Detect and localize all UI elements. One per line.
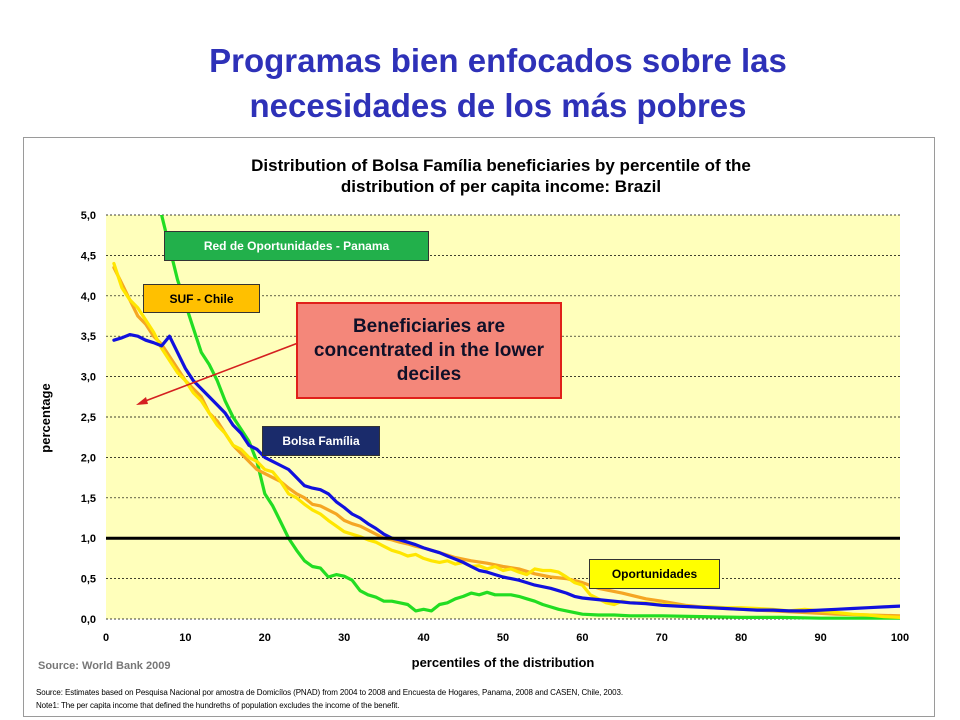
callout-text: Beneficiaries are concentrated in the lo… [313, 315, 545, 385]
callout-box: Beneficiaries are concentrated in the lo… [296, 302, 562, 399]
x-tick-label: 0 [103, 632, 109, 644]
x-tick-label: 20 [259, 632, 271, 644]
slide-title-line2: necesidades de los más pobres [249, 87, 747, 124]
y-axis-ticks: 0,0 0,5 1,0 1,5 2,0 2,5 3,0 3,5 4,0 4,5 5,0 [81, 210, 96, 626]
y-tick-label: 2,0 [81, 452, 96, 464]
x-tick-label: 10 [179, 632, 191, 644]
source-note: Source: Estimates based on Pesquisa Naci… [36, 688, 623, 697]
y-tick-label: 2,5 [81, 412, 96, 424]
x-tick-label: 90 [814, 632, 826, 644]
chart-title-line2: distribution of per capita income: Brazi… [340, 177, 662, 196]
series-line-suf-chile [112, 265, 900, 618]
x-tick-label: 100 [891, 632, 909, 644]
callout-arrowhead [136, 397, 148, 405]
y-tick-label: 3,5 [81, 331, 96, 343]
y-tick-label: 3,0 [81, 372, 96, 384]
y-tick-label: 0,5 [81, 574, 96, 586]
series-lines [112, 215, 900, 620]
label-bolsa-familia: Bolsa Família [262, 426, 380, 456]
x-tick-label: 80 [735, 632, 747, 644]
y-axis-label: percentage [38, 383, 53, 452]
slide-title: Programas bien enfocados sobre las neces… [0, 38, 960, 128]
label-red-de-oportunidades-panama: Red de Oportunidades - Panama [164, 231, 429, 261]
source-label: Source: World Bank 2009 [38, 660, 171, 672]
series-line-bolsa-fam-lia [112, 333, 900, 613]
x-tick-label: 40 [417, 632, 429, 644]
y-tick-label: 4,0 [81, 291, 96, 303]
chart-title-line1: Distribution of Bolsa Família beneficiar… [251, 156, 751, 175]
x-tick-label: 50 [497, 632, 509, 644]
label-oportunidades: Oportunidades [589, 559, 720, 589]
y-tick-label: 4,5 [81, 250, 96, 262]
x-tick-label: 30 [338, 632, 350, 644]
y-tick-label: 0,0 [81, 614, 96, 626]
x-axis-ticks: 0 10 20 30 40 50 60 70 80 90 100 [103, 632, 909, 644]
label-suf-chile: SUF - Chile [143, 284, 260, 313]
income-note: Note1: The per capita income that define… [36, 701, 400, 710]
y-tick-label: 1,0 [81, 533, 96, 545]
y-tick-label: 1,5 [81, 493, 96, 505]
x-tick-label: 60 [576, 632, 588, 644]
callout-arrow-line [139, 342, 299, 404]
chart-title: Distribution of Bolsa Família beneficiar… [23, 155, 960, 197]
x-tick-label: 70 [656, 632, 668, 644]
x-axis-label: percentiles of the distribution [412, 655, 595, 670]
series-line-red-de-oportunidades-panama [160, 215, 900, 620]
y-tick-label: 5,0 [81, 210, 96, 222]
slide-title-line1: Programas bien enfocados sobre las [209, 42, 787, 79]
